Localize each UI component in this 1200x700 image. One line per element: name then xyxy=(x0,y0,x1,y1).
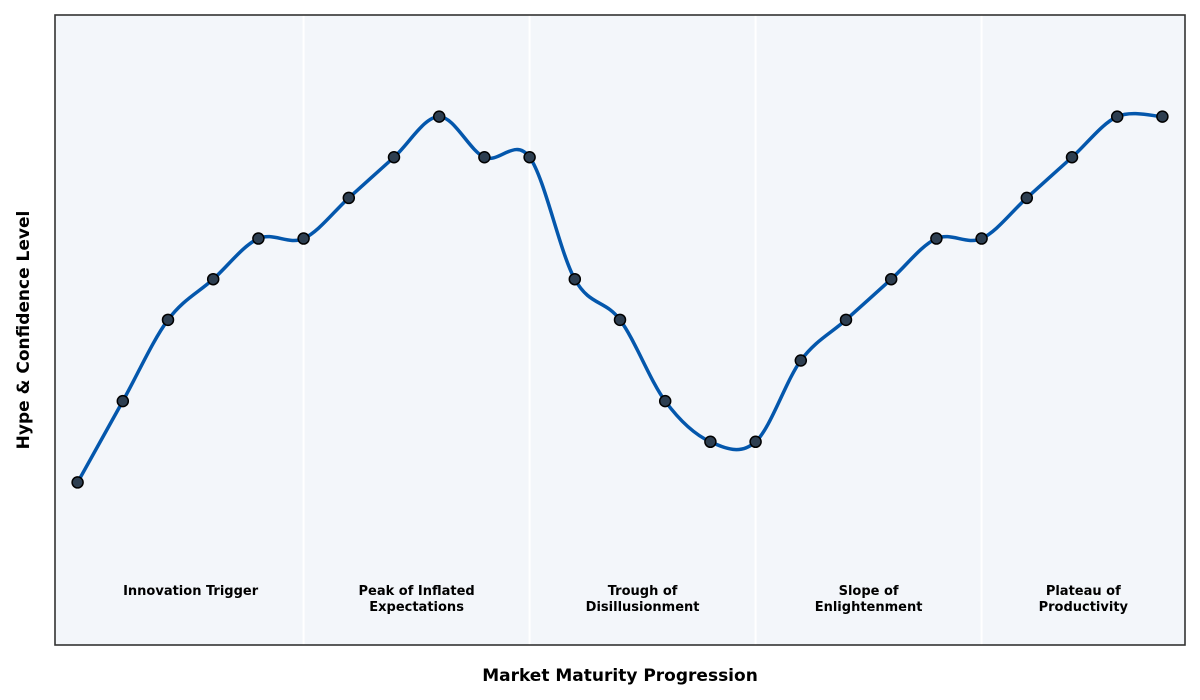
data-point xyxy=(658,394,672,408)
data-point xyxy=(478,151,491,164)
plot-frame xyxy=(54,14,1186,646)
data-point xyxy=(161,313,175,327)
data-point xyxy=(975,232,988,245)
data-point xyxy=(71,476,84,489)
phase-label-line: Disillusionment xyxy=(586,600,700,615)
data-point xyxy=(1156,110,1169,123)
phase-label-line: Expectations xyxy=(369,600,464,615)
phase-labels: Innovation Trigger Peak of Inflated Expect… xyxy=(123,584,1128,615)
phase-label-line: Peak of Inflated xyxy=(358,584,474,599)
phase-label: Slope of Enlightenment xyxy=(815,584,923,615)
phase-label-line: Trough of xyxy=(608,584,678,599)
phase-label: Plateau of Productivity xyxy=(1039,584,1129,615)
data-point xyxy=(884,272,898,286)
x-axis-label: Market Maturity Progression xyxy=(482,666,758,686)
phase-label-line: Slope of xyxy=(839,584,899,599)
data-point xyxy=(432,110,446,123)
data-point xyxy=(297,232,310,245)
data-point xyxy=(116,394,130,408)
data-point xyxy=(523,151,536,164)
data-point xyxy=(342,191,356,205)
data-point xyxy=(794,354,808,367)
phase-label: Trough of Disillusionment xyxy=(586,584,700,615)
phase-label-line: Productivity xyxy=(1039,600,1129,615)
phase-label: Peak of Inflated Expectations xyxy=(358,584,474,615)
phase-label-line: Innovation Trigger xyxy=(123,584,259,599)
data-point xyxy=(930,232,943,245)
phase-label: Innovation Trigger xyxy=(123,584,259,599)
phase-label-line: Plateau of xyxy=(1046,584,1121,599)
phase-label-line: Enlightenment xyxy=(815,600,923,615)
plot-background xyxy=(55,15,1185,645)
y-axis-label: Hype & Confidence Level xyxy=(14,211,34,450)
data-point xyxy=(613,313,627,327)
phase-dividers xyxy=(302,15,983,645)
data-point xyxy=(839,313,853,327)
data-point xyxy=(252,232,265,245)
data-point xyxy=(1020,191,1034,205)
data-point xyxy=(704,435,717,449)
data-point xyxy=(387,151,401,164)
data-point xyxy=(1065,151,1079,164)
data-point xyxy=(749,435,762,449)
data-point xyxy=(1110,110,1124,123)
data-point xyxy=(206,272,220,286)
data-point-markers xyxy=(71,110,1169,489)
data-point xyxy=(568,272,582,286)
